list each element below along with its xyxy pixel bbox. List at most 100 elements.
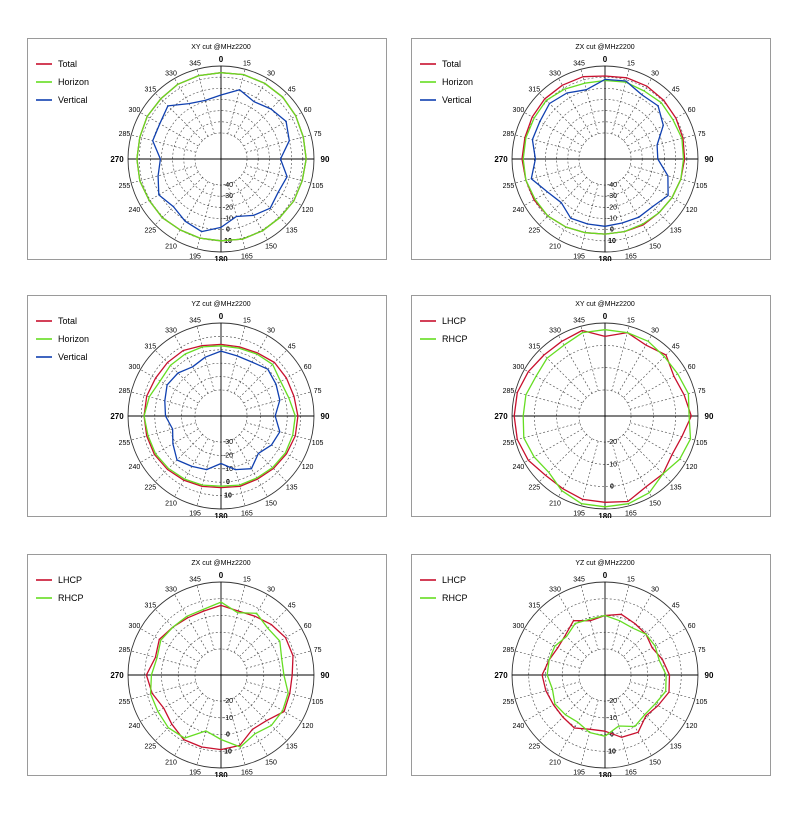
grid-spoke	[515, 681, 580, 700]
angle-label: 255	[503, 440, 515, 447]
angle-label: 15	[243, 60, 251, 67]
grid-spoke	[515, 391, 580, 410]
angle-label: 60	[688, 623, 696, 630]
angle-label: 270	[494, 671, 508, 680]
angle-label: 135	[670, 744, 682, 751]
angle-label: 240	[129, 207, 141, 214]
radial-label: -30	[607, 193, 617, 200]
angle-label: 150	[265, 760, 277, 767]
angle-label: 165	[241, 770, 253, 777]
legend-label: Vertical	[58, 95, 88, 105]
angle-label: 165	[625, 254, 637, 261]
polar-chart-4: XY cut @MHz2200 0 15 30 45 60 75 90 105 120 135 150…	[420, 301, 714, 518]
angle-label: 75	[698, 131, 706, 138]
grid-spoke	[131, 681, 196, 700]
angle-label: 105	[312, 183, 324, 190]
grid-spoke	[243, 369, 302, 404]
angle-label: 225	[528, 228, 540, 235]
legend-label: Total	[442, 59, 461, 69]
angle-label: 45	[288, 343, 296, 350]
grid-spoke	[580, 585, 599, 650]
angle-label: 315	[528, 602, 540, 609]
angle-label: 0	[219, 571, 224, 580]
angle-label: 315	[144, 343, 156, 350]
radial-label: -20	[607, 439, 617, 446]
angle-label: 0	[219, 312, 224, 321]
angle-label: 345	[573, 576, 585, 583]
grid-spoke	[246, 165, 311, 184]
series-line-rhcp	[522, 329, 692, 508]
radial-label: -20	[223, 452, 233, 459]
grid-spoke	[155, 93, 203, 141]
angle-label: 165	[241, 511, 253, 518]
radial-label: -20	[607, 698, 617, 705]
grid-spoke	[227, 326, 246, 391]
legend-label: LHCP	[58, 575, 82, 585]
grid-spoke	[611, 69, 630, 134]
angle-label: 135	[286, 485, 298, 492]
grid-spoke	[243, 628, 302, 663]
series-line-vertical	[530, 78, 669, 227]
grid-spoke	[140, 687, 199, 722]
series-line-horizon	[143, 345, 296, 487]
angle-label: 315	[528, 86, 540, 93]
chart-panel-yz-cut-circular: YZ cut @MHz2200 0 15 30 45 60 75 90 105 120 135 150…	[411, 554, 771, 777]
grid-spoke	[243, 171, 302, 206]
grid-spoke	[515, 165, 580, 184]
angle-label: 225	[528, 485, 540, 492]
grid-spoke	[524, 428, 583, 463]
grid-spoke	[174, 697, 209, 756]
angle-label: 30	[267, 70, 275, 77]
chart-panel-xy-cut-total: XY cut @MHz2200 0 15 30 45 60 75 90 105 120 135 150…	[27, 38, 387, 261]
radial-label: 10	[224, 748, 232, 755]
grid-spoke	[558, 697, 593, 756]
angle-label: 0	[219, 55, 224, 64]
radial-label: -10	[607, 715, 617, 722]
angle-label: 180	[214, 512, 228, 518]
angle-label: 180	[214, 255, 228, 261]
angle-label: 15	[627, 317, 635, 324]
chart-title: XY cut @MHz2200	[575, 301, 635, 308]
radial-label: -10	[607, 216, 617, 223]
grid-spoke	[515, 422, 580, 441]
angle-label: 75	[314, 388, 322, 395]
angle-label: 285	[119, 131, 131, 138]
series-line-rhcp	[546, 614, 667, 737]
angle-label: 240	[513, 207, 525, 214]
grid-spoke	[580, 69, 599, 134]
grid-spoke	[196, 700, 215, 765]
angle-label: 120	[686, 207, 698, 214]
angle-label: 195	[573, 770, 585, 777]
grid-spoke	[630, 165, 695, 184]
series-line-lhcp	[145, 604, 294, 751]
angle-label: 165	[625, 511, 637, 518]
polar-chart-1: XY cut @MHz2200 0 15 30 45 60 75 90 105 120 135 150…	[36, 44, 330, 261]
angle-label: 30	[267, 327, 275, 334]
radial-label: -40	[223, 182, 233, 189]
radial-label: -10	[223, 715, 233, 722]
series-line-rhcp	[149, 601, 289, 748]
angle-label: 285	[503, 131, 515, 138]
angle-label: 45	[672, 343, 680, 350]
angle-label: 345	[189, 60, 201, 67]
grid-spoke	[246, 681, 311, 700]
grid-spoke	[140, 428, 199, 463]
grid-spoke	[155, 177, 203, 225]
grid-spoke	[196, 441, 215, 506]
chart-title: ZX cut @MHz2200	[575, 44, 634, 51]
chart-panel-zx-cut-circular: ZX cut @MHz2200 0 15 30 45 60 75 90 105 120 135 150…	[27, 554, 387, 777]
angle-label: 135	[286, 744, 298, 751]
angle-label: 90	[321, 671, 330, 680]
angle-label: 30	[651, 70, 659, 77]
grid-spoke	[630, 681, 695, 700]
angle-label: 210	[549, 760, 561, 767]
series-line-total	[143, 343, 299, 489]
angle-label: 330	[549, 586, 561, 593]
angle-label: 150	[649, 501, 661, 508]
grid-spoke	[539, 93, 587, 141]
grid-spoke	[623, 693, 671, 741]
grid-spoke	[155, 350, 203, 398]
grid-spoke	[623, 609, 671, 657]
radial-label: -10	[223, 466, 233, 473]
grid-spoke	[630, 391, 695, 410]
